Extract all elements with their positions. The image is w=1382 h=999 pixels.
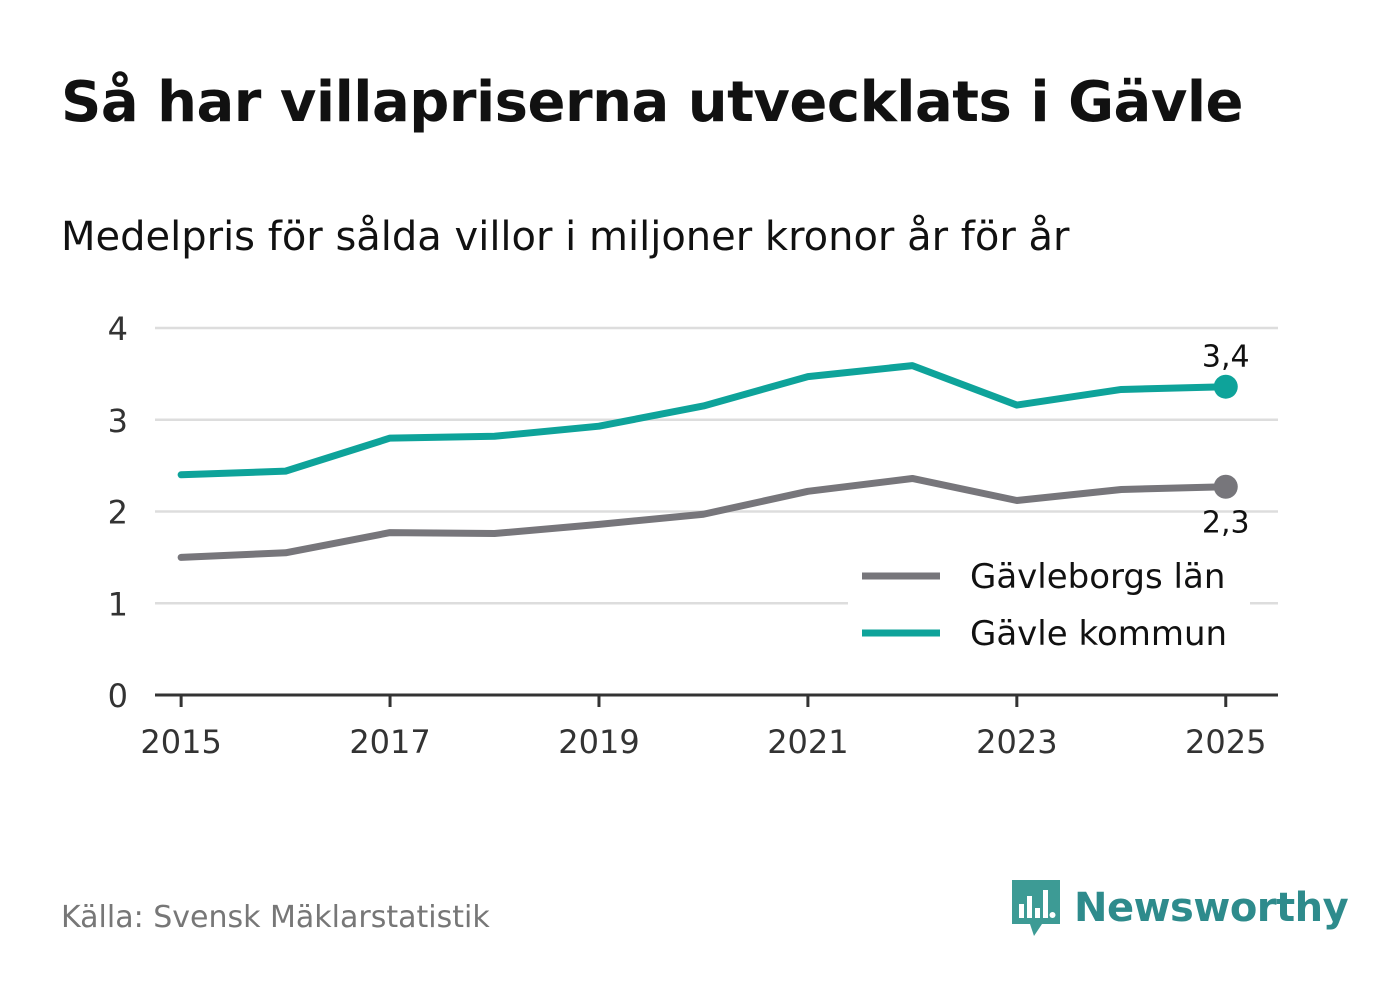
x-tick-label: 2021 bbox=[767, 723, 848, 761]
legend-label: Gävleborgs län bbox=[970, 557, 1225, 597]
legend-background bbox=[848, 545, 1250, 663]
x-tick-label: 2023 bbox=[976, 723, 1057, 761]
series-end-point bbox=[1213, 374, 1238, 399]
brand-name: Newsworthy bbox=[1074, 885, 1349, 931]
x-axis: 2015 2017 2019 2021 2023 2025 bbox=[140, 693, 1278, 761]
newsworthy-logo-icon bbox=[1012, 880, 1060, 936]
y-axis-ticks: 0 1 2 3 4 bbox=[108, 310, 128, 715]
series-line-gavle-kommun bbox=[177, 362, 1230, 479]
series-end-label: 3,4 bbox=[1202, 340, 1250, 375]
y-tick-label: 1 bbox=[108, 585, 128, 623]
series-end-label: 2,3 bbox=[1202, 506, 1250, 541]
chart-title: Så har villapriserna utvecklats i Gävle bbox=[61, 70, 1244, 135]
x-tick-label: 2017 bbox=[349, 723, 430, 761]
chart-subtitle: Medelpris för sålda villor i miljoner kr… bbox=[61, 214, 1070, 260]
legend: Gävleborgs län Gävle kommun bbox=[848, 545, 1250, 663]
brand-logo: Newsworthy bbox=[1010, 878, 1349, 938]
source-note: Källa: Svensk Mäklarstatistik bbox=[61, 900, 490, 935]
series-end-point bbox=[1213, 474, 1238, 499]
series-line-gavleborgs-lan bbox=[177, 474, 1230, 561]
x-tick-label: 2025 bbox=[1185, 723, 1266, 761]
x-tick-label: 2015 bbox=[140, 723, 221, 761]
y-tick-label: 0 bbox=[108, 677, 128, 715]
y-tick-label: 2 bbox=[108, 494, 128, 532]
x-tick-label: 2019 bbox=[558, 723, 639, 761]
y-tick-label: 3 bbox=[108, 402, 128, 440]
legend-label: Gävle kommun bbox=[970, 614, 1227, 654]
y-tick-label: 4 bbox=[108, 310, 128, 348]
series-lines: 2,3 3,4 bbox=[177, 340, 1250, 561]
